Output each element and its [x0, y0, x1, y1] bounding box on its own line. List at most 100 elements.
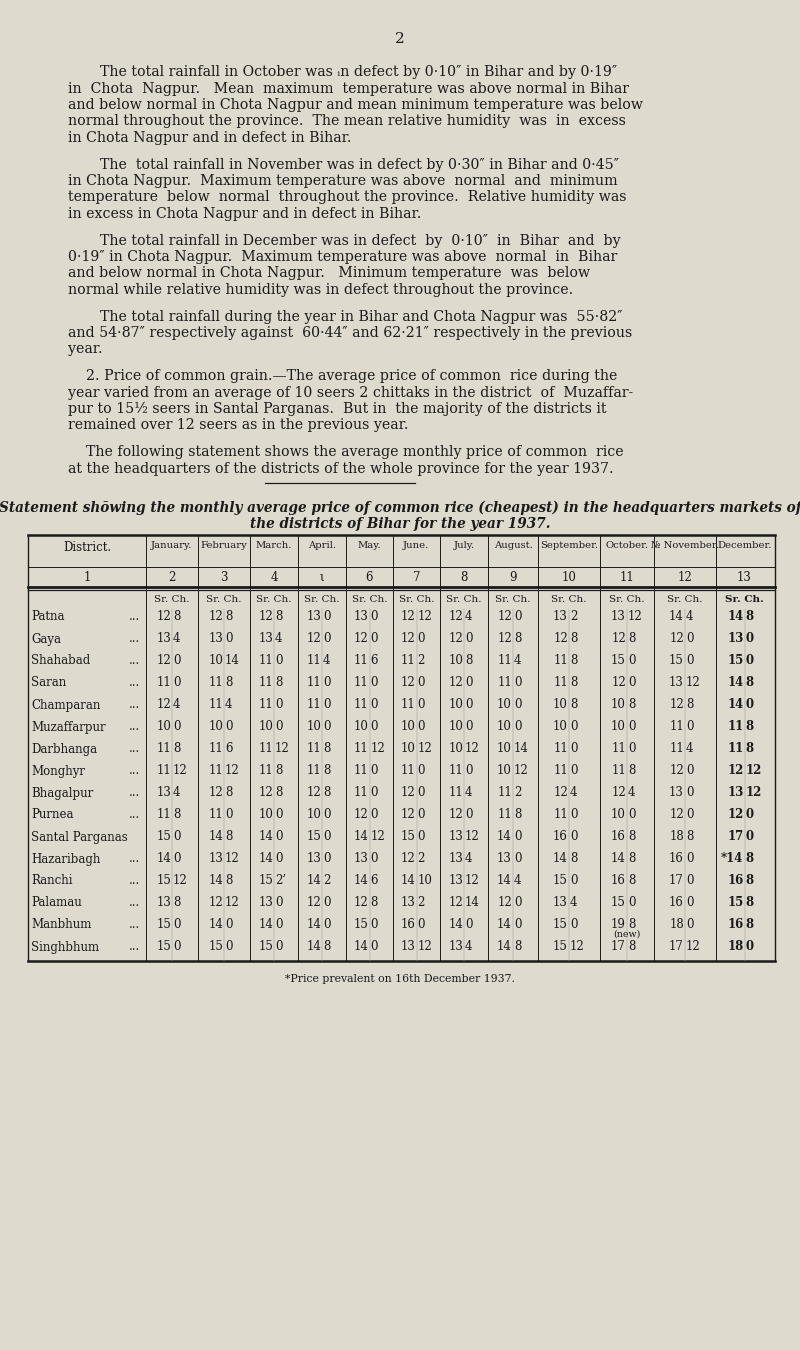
- Text: 0: 0: [514, 896, 522, 910]
- Text: Gaya: Gaya: [31, 633, 61, 645]
- Text: 7: 7: [413, 571, 420, 585]
- Text: 10: 10: [418, 875, 432, 887]
- Text: 0: 0: [323, 633, 330, 645]
- Text: 0: 0: [323, 698, 330, 711]
- Text: 13: 13: [497, 852, 512, 865]
- Text: 11: 11: [156, 676, 171, 690]
- Text: Statement shōwing the monthly average price of common rice (cheapest) in the hea: Statement shōwing the monthly average pr…: [0, 501, 800, 516]
- Text: 11: 11: [670, 721, 684, 733]
- Text: 11: 11: [208, 676, 223, 690]
- Text: 6: 6: [366, 571, 374, 585]
- Text: 12: 12: [258, 610, 273, 624]
- Text: 0: 0: [570, 809, 578, 822]
- Text: 0: 0: [418, 787, 425, 799]
- Text: 14: 14: [258, 830, 273, 844]
- Text: 12: 12: [670, 809, 684, 822]
- Text: 12: 12: [370, 743, 386, 756]
- Text: ...: ...: [129, 676, 140, 690]
- Text: 0: 0: [686, 721, 694, 733]
- Text: 14: 14: [514, 743, 529, 756]
- Text: 0: 0: [465, 698, 473, 711]
- Text: 11: 11: [258, 676, 273, 690]
- Text: 2: 2: [514, 787, 522, 799]
- Text: 4: 4: [270, 571, 278, 585]
- Text: 8: 8: [225, 787, 232, 799]
- Text: 12: 12: [678, 571, 692, 585]
- Text: 8: 8: [628, 852, 635, 865]
- Text: 0: 0: [173, 852, 181, 865]
- Text: 12: 12: [156, 610, 171, 624]
- Text: 0: 0: [173, 941, 181, 953]
- Text: 2: 2: [323, 875, 330, 887]
- Text: ...: ...: [129, 698, 140, 711]
- Text: 14: 14: [354, 941, 369, 953]
- Text: 12: 12: [686, 941, 701, 953]
- Text: 18: 18: [727, 941, 743, 953]
- Text: 12: 12: [156, 655, 171, 667]
- Text: 14: 14: [354, 875, 369, 887]
- Text: 12: 12: [727, 764, 743, 778]
- Text: 12: 12: [306, 633, 321, 645]
- Text: 12: 12: [401, 852, 415, 865]
- Text: 0: 0: [225, 633, 233, 645]
- Text: Ranchi: Ranchi: [31, 875, 73, 887]
- Text: 0: 0: [173, 676, 181, 690]
- Text: 4: 4: [570, 787, 578, 799]
- Text: ...: ...: [129, 610, 140, 624]
- Text: 12: 12: [498, 896, 512, 910]
- Text: 14: 14: [401, 875, 415, 887]
- Text: 8: 8: [686, 698, 694, 711]
- Text: 13: 13: [306, 610, 321, 624]
- Text: 4: 4: [514, 655, 522, 667]
- Text: 12: 12: [448, 809, 463, 822]
- Text: 0: 0: [465, 633, 473, 645]
- Text: 12: 12: [225, 764, 240, 778]
- Text: 10: 10: [611, 698, 626, 711]
- Text: 10: 10: [562, 571, 577, 585]
- Text: 14: 14: [448, 918, 463, 932]
- Text: 12: 12: [208, 610, 223, 624]
- Text: 14: 14: [727, 610, 743, 624]
- Text: 4: 4: [686, 743, 694, 756]
- Text: 15: 15: [208, 941, 223, 953]
- Text: 12: 12: [448, 896, 463, 910]
- Text: The following statement shows the average monthly price of common  rice: The following statement shows the averag…: [68, 446, 624, 459]
- Text: 14: 14: [306, 941, 321, 953]
- Text: 0: 0: [370, 809, 378, 822]
- Text: 10: 10: [497, 764, 512, 778]
- Text: 0: 0: [323, 676, 330, 690]
- Text: 4: 4: [225, 698, 233, 711]
- Text: 12: 12: [448, 676, 463, 690]
- Text: 0: 0: [514, 830, 522, 844]
- Text: 12: 12: [418, 743, 432, 756]
- Text: 8: 8: [746, 721, 754, 733]
- Text: *14: *14: [721, 852, 743, 865]
- Text: 12: 12: [354, 633, 369, 645]
- Text: Bhagalpur: Bhagalpur: [31, 787, 94, 799]
- Text: 3: 3: [220, 571, 228, 585]
- Text: 8: 8: [686, 830, 694, 844]
- Text: 8: 8: [628, 830, 635, 844]
- Text: ι: ι: [320, 571, 324, 585]
- Text: 14: 14: [208, 875, 223, 887]
- Text: 12: 12: [448, 610, 463, 624]
- Text: 0: 0: [628, 809, 635, 822]
- Text: 11: 11: [401, 698, 415, 711]
- Text: 12: 12: [498, 610, 512, 624]
- Text: 12: 12: [611, 633, 626, 645]
- Text: ...: ...: [129, 633, 140, 645]
- Text: 15: 15: [553, 918, 568, 932]
- Text: 6: 6: [370, 875, 378, 887]
- Text: 11: 11: [354, 787, 369, 799]
- Text: ...: ...: [129, 875, 140, 887]
- Text: 8: 8: [570, 655, 578, 667]
- Text: 12: 12: [306, 896, 321, 910]
- Text: 6: 6: [225, 743, 233, 756]
- Text: the districts of Bihar for the year 1937.: the districts of Bihar for the year 1937…: [250, 517, 550, 531]
- Text: 12: 12: [401, 676, 415, 690]
- Text: 12: 12: [686, 676, 701, 690]
- Text: 0: 0: [686, 764, 694, 778]
- Text: 11: 11: [727, 721, 743, 733]
- Text: 0: 0: [275, 852, 282, 865]
- Text: 4: 4: [173, 633, 181, 645]
